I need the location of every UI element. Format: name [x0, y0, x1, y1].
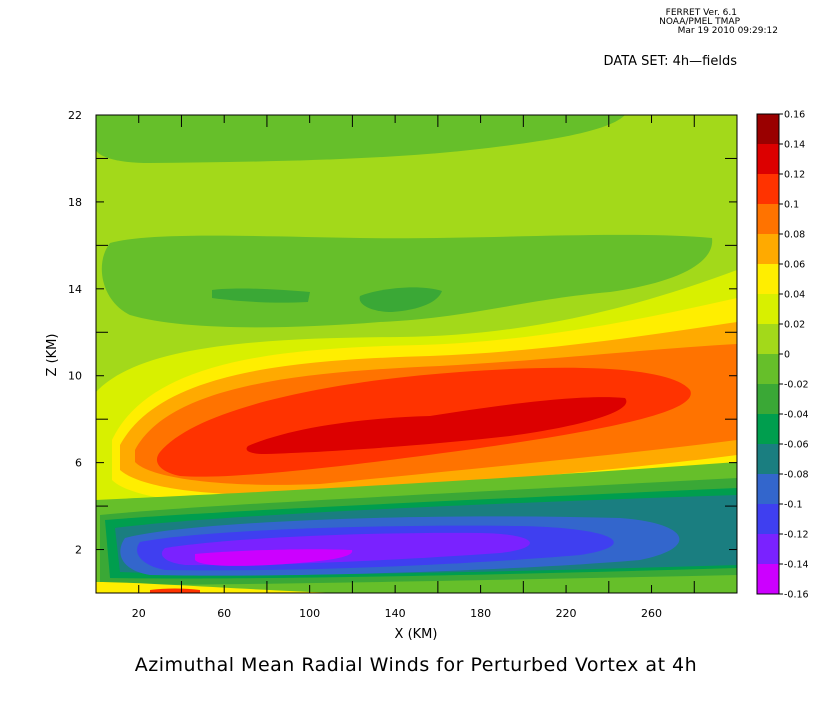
contour-bottom-hot: [150, 588, 200, 593]
x-tick-label: 140: [385, 607, 406, 620]
colorbar-label: 0.08: [784, 230, 805, 241]
x-tick-label: 260: [641, 607, 662, 620]
y-tick-label: 18: [68, 196, 82, 209]
org-label: NOAA/PMEL TMAP: [659, 17, 740, 27]
colorbar-swatch: [757, 234, 779, 265]
colorbar-label: 0.04: [784, 290, 805, 301]
contour-upper-inner-b: [359, 287, 442, 312]
x-tick-label: 60: [217, 607, 231, 620]
colorbar-label: 0: [784, 350, 790, 361]
y-tick-label: 6: [75, 457, 82, 470]
colorbar-swatch: [757, 504, 779, 535]
y-tick-label: 2: [75, 544, 82, 557]
timestamp-label: Mar 19 2010 09:29:12: [678, 26, 778, 36]
x-axis: 20 60 100 140 180 220 260: [132, 115, 695, 620]
colorbar-swatch: [757, 534, 779, 565]
contour-upper-inner-a: [212, 288, 310, 303]
x-tick-label: 20: [132, 607, 146, 620]
colorbar-swatch: [757, 324, 779, 355]
contour-0p12: [246, 397, 627, 454]
y-axis-title: Z (KM): [45, 334, 60, 377]
colorbar-label: -0.14: [784, 560, 809, 571]
dataset-label: DATA SET: 4h—fields: [604, 54, 738, 69]
colorbar: 0.16 0.14 0.12 0.1 0.08 0.06 0.04 0.02 0 -0.02 -0.…: [756, 110, 809, 601]
colorbar-label: 0.16: [784, 110, 805, 121]
ferret-version-label: FERRET Ver. 6.1: [666, 8, 737, 18]
colorbar-swatch: [757, 174, 779, 205]
contour-neg0p16: [195, 549, 353, 566]
y-tick-label: 14: [68, 283, 82, 296]
y-tick-label: 22: [68, 109, 82, 122]
contour-top-band: [96, 115, 625, 163]
colorbar-swatch: [757, 384, 779, 415]
colorbar-label: -0.12: [784, 530, 809, 541]
colorbar-label: -0.08: [784, 470, 809, 481]
colorbar-label: 0.14: [784, 140, 805, 151]
x-tick-label: 220: [556, 607, 577, 620]
chart-title: Azimuthal Mean Radial Winds for Perturbe…: [135, 654, 697, 676]
colorbar-label: -0.04: [784, 410, 809, 421]
colorbar-label: -0.16: [784, 590, 809, 601]
x-tick-label: 180: [470, 607, 491, 620]
colorbar-swatch: [757, 144, 779, 175]
plot-frame: [95, 114, 738, 594]
colorbar-swatch: [757, 414, 779, 445]
colorbar-swatch: [757, 264, 779, 295]
x-tick-label: 100: [299, 607, 320, 620]
colorbar-swatch: [757, 294, 779, 325]
colorbar-swatch: [757, 354, 779, 385]
colorbar-label: -0.02: [784, 380, 809, 391]
contour-upper-band: [101, 234, 713, 328]
colorbar-label: 0.1: [784, 200, 799, 211]
colorbar-swatch: [757, 114, 779, 145]
y-tick-label: 10: [68, 370, 82, 383]
colorbar-label: -0.06: [784, 440, 809, 451]
colorbar-label: 0.12: [784, 170, 805, 181]
colorbar-label: 0.02: [784, 320, 805, 331]
colorbar-label: -0.1: [784, 500, 803, 511]
x-axis-title: X (KM): [395, 627, 438, 642]
colorbar-swatch: [757, 444, 779, 475]
colorbar-swatch: [757, 564, 779, 595]
colorbar-label: 0.06: [784, 260, 805, 271]
colorbar-swatch: [757, 474, 779, 505]
contour-field: [96, 115, 737, 593]
colorbar-swatch: [757, 204, 779, 235]
y-axis: 2 6 10 14 18 22: [68, 109, 737, 557]
